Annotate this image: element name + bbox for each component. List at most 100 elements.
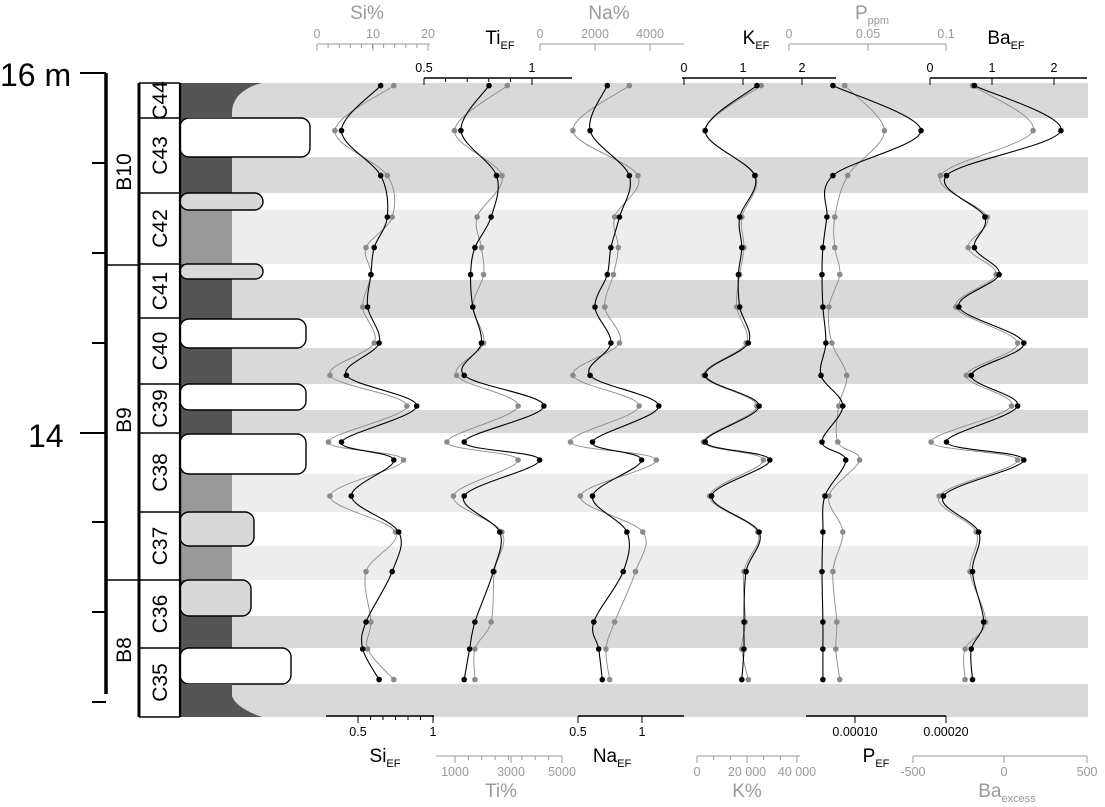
lithology-bottom-bulge <box>180 684 262 717</box>
point-p-black-2 <box>830 172 836 179</box>
point-na-black-15 <box>591 619 597 625</box>
chert-bed-6 <box>179 511 255 547</box>
point-si-grey-3 <box>389 214 396 220</box>
grey-title-si: Si% <box>350 3 384 24</box>
point-k-black-11 <box>767 457 773 463</box>
chert-bed-3 <box>179 318 307 349</box>
point-ti-black-16 <box>466 646 473 652</box>
couplet-label-C42: C42 <box>149 209 172 248</box>
point-si-black-14 <box>389 568 396 575</box>
point-ba-grey-8 <box>963 372 970 379</box>
point-ti-black-1 <box>458 127 464 134</box>
point-si-black-13 <box>395 529 402 535</box>
point-p-grey-15 <box>834 619 840 625</box>
point-ba-black-8 <box>968 372 975 379</box>
point-k-black-16 <box>741 646 747 652</box>
stratigraphic-frame: 16 m 14 B10 B9 B8 C44 C43 C42 C41 C40 C39 C38 C37 C36… <box>0 57 182 718</box>
point-ti-grey-5 <box>480 271 487 278</box>
point-ba-black-9 <box>1014 403 1021 409</box>
point-na-black-5 <box>604 271 611 278</box>
point-si-black-12 <box>348 493 355 499</box>
point-ti-grey-16 <box>472 646 478 652</box>
grey-title-ba: Baexcess <box>978 781 1036 805</box>
point-si-grey-11 <box>400 457 407 463</box>
point-na-black-7 <box>608 340 614 346</box>
point-p-grey-7 <box>829 340 835 346</box>
point-k-black-14 <box>743 568 749 575</box>
point-p-grey-0 <box>841 82 848 89</box>
bundle-label-B9: B9 <box>113 407 136 433</box>
band-7 <box>232 546 1088 580</box>
point-p-grey-1 <box>881 127 888 134</box>
point-ba-black-6 <box>956 304 962 310</box>
couplet-label-C40: C40 <box>149 332 172 371</box>
point-ba-grey-4 <box>965 244 971 251</box>
point-p-grey-17 <box>837 676 843 683</box>
point-p-black-6 <box>820 304 826 310</box>
top-ticklabel-p-0: 0 <box>786 27 793 41</box>
point-si-black-7 <box>376 340 382 346</box>
point-ba-black-5 <box>996 271 1002 278</box>
top-ticklabel-si-0: 0 <box>314 27 321 41</box>
grey-title-na: Na% <box>588 3 629 24</box>
point-p-black-9 <box>840 403 846 409</box>
bottom-ticklabel-k-1: 20 000 <box>728 765 766 779</box>
point-p-grey-3 <box>832 214 838 220</box>
point-p-grey-9 <box>836 403 842 409</box>
point-na-black-10 <box>589 439 596 445</box>
point-ba-grey-12 <box>936 493 942 499</box>
point-k-grey-0 <box>758 82 764 89</box>
chert-bed-7 <box>179 579 252 617</box>
point-ba-grey-7 <box>1014 340 1021 346</box>
point-p-grey-5 <box>837 271 843 278</box>
point-ti-grey-0 <box>504 82 511 89</box>
black-title-ti: TiEF <box>485 28 514 52</box>
point-ti-grey-11 <box>515 457 521 463</box>
grey-title-p: Pppm <box>855 3 889 27</box>
point-p-black-3 <box>824 214 830 220</box>
point-na-black-6 <box>592 304 598 310</box>
point-k-black-13 <box>756 529 762 535</box>
couplet-label-C37: C37 <box>149 527 172 566</box>
point-ba-black-12 <box>940 493 947 499</box>
bottom-ticklabel-ba-2: 500 <box>1077 765 1098 779</box>
bottom-ticklabel-k-2: 40 000 <box>778 765 816 779</box>
point-ti-grey-2 <box>499 172 505 179</box>
point-p-black-15 <box>820 619 826 625</box>
point-ti-grey-17 <box>472 676 478 683</box>
point-p-black-16 <box>820 646 826 652</box>
point-ti-grey-10 <box>444 439 450 445</box>
point-ti-grey-1 <box>451 127 458 134</box>
point-na-black-13 <box>624 529 630 535</box>
point-na-black-16 <box>595 646 602 652</box>
point-ti-black-10 <box>461 439 468 445</box>
point-k-black-6 <box>736 304 743 310</box>
point-ba-black-4 <box>971 244 978 251</box>
point-p-black-0 <box>830 82 836 89</box>
band-1 <box>232 157 1088 193</box>
point-k-grey-11 <box>760 457 767 463</box>
point-k-black-0 <box>754 82 760 89</box>
chert-bed-4 <box>179 383 307 411</box>
point-ti-grey-8 <box>453 372 460 379</box>
couplet-column <box>139 83 180 717</box>
band-8 <box>232 616 1088 648</box>
point-ti-grey-12 <box>450 493 457 499</box>
point-p-grey-12 <box>826 493 832 499</box>
point-ba-black-2 <box>943 172 950 179</box>
point-si-grey-12 <box>327 493 333 499</box>
point-ba-grey-2 <box>937 172 944 179</box>
point-p-grey-14 <box>830 568 836 575</box>
point-ti-grey-3 <box>474 214 480 220</box>
top-ticklabel-k-2: 2 <box>799 61 806 75</box>
lithology-top-bulge <box>180 83 262 118</box>
point-ti-black-15 <box>472 619 478 625</box>
band-4 <box>232 348 1088 384</box>
point-na-grey-5 <box>610 271 617 278</box>
bottom-ticklabel-na-0: 0.5 <box>569 725 586 739</box>
chert-bed-1 <box>179 192 264 211</box>
point-ti-black-12 <box>461 493 468 499</box>
point-si-grey-17 <box>391 676 397 683</box>
point-na-grey-9 <box>636 403 642 409</box>
point-si-grey-8 <box>327 372 333 379</box>
